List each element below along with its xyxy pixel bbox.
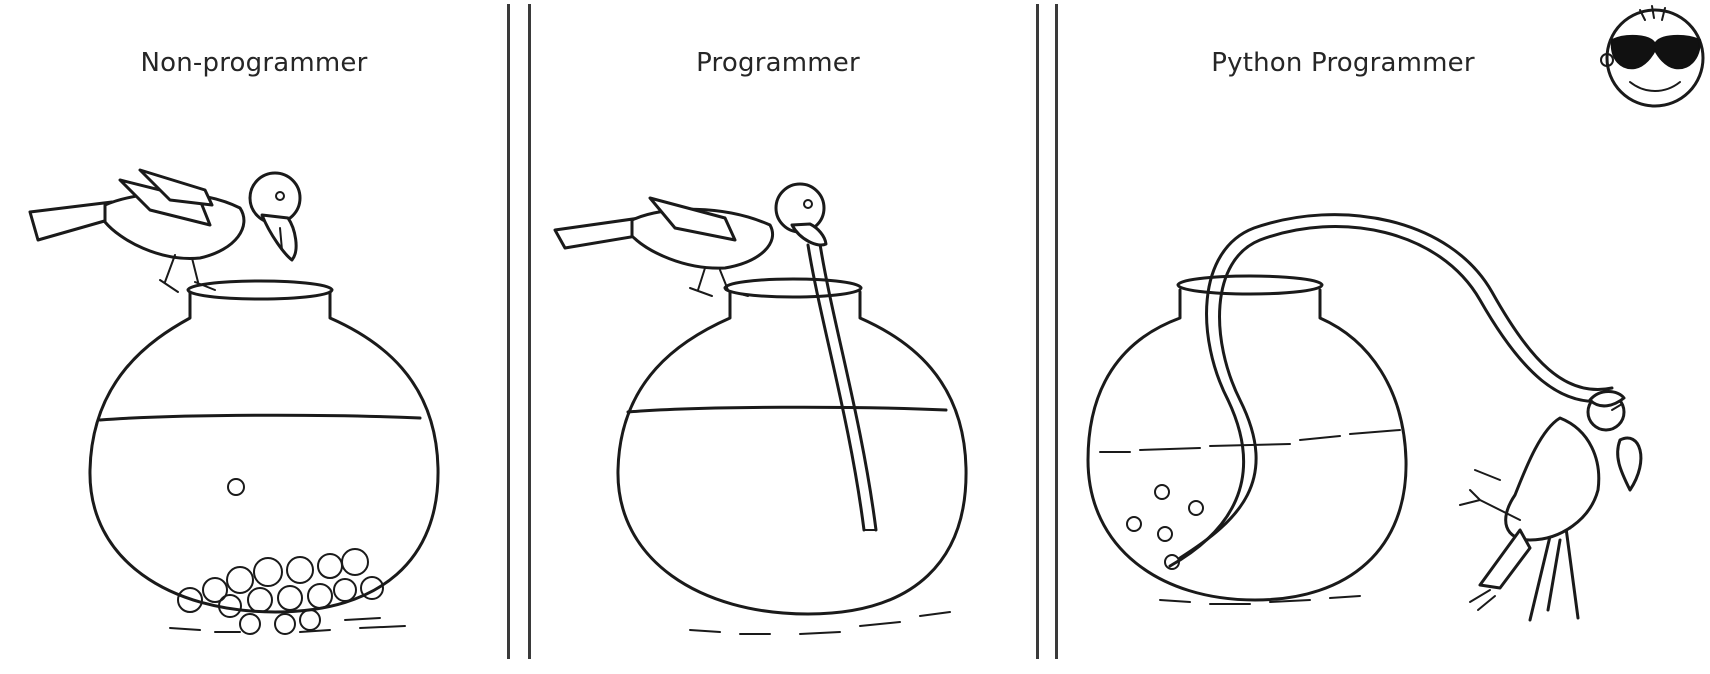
panel-divider — [1055, 4, 1058, 659]
smiley-sunglasses-icon — [1600, 5, 1705, 108]
panel-programmer: Programmer — [528, 0, 1028, 674]
panel-divider — [1036, 4, 1039, 659]
crow-bird — [553, 182, 828, 297]
panel-divider — [507, 4, 510, 659]
panel-title: Programmer — [696, 48, 860, 78]
pot-with-straw — [616, 242, 968, 635]
panel-title: Python Programmer — [1211, 48, 1475, 78]
panel-title: Non-programmer — [140, 48, 368, 78]
pot-with-pebbles — [88, 279, 440, 635]
panel-python-programmer: Python Programmer — [1058, 0, 1688, 674]
panel-divider — [528, 4, 531, 659]
pot-with-long-tube — [1086, 213, 1614, 605]
crow-on-chair — [1459, 390, 1643, 622]
crow-bird — [28, 168, 302, 293]
panel-non-programmer: Non-programmer — [0, 0, 508, 674]
